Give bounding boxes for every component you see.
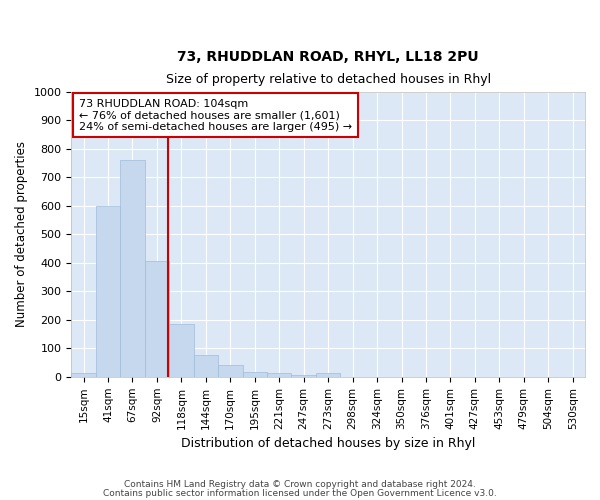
Bar (120, 160, 145, 377)
Bar (267, 373, 292, 377)
Bar (96, 206, 120, 377)
Title: 73, RHUDDLAN ROAD, RHYL, LL18 2PU: 73, RHUDDLAN ROAD, RHYL, LL18 2PU (178, 50, 479, 64)
Text: 73 RHUDDLAN ROAD: 104sqm
← 76% of detached houses are smaller (1,601)
24% of sem: 73 RHUDDLAN ROAD: 104sqm ← 76% of detach… (79, 98, 352, 132)
Text: Contains HM Land Registry data © Crown copyright and database right 2024.: Contains HM Land Registry data © Crown c… (124, 480, 476, 489)
Bar (71, 373, 96, 377)
X-axis label: Distribution of detached houses by size in Rhyl: Distribution of detached houses by size … (181, 437, 475, 450)
Y-axis label: Number of detached properties: Number of detached properties (15, 141, 28, 327)
Text: Contains public sector information licensed under the Open Government Licence v3: Contains public sector information licen… (103, 490, 497, 498)
Bar (194, 356, 218, 377)
Bar (242, 372, 267, 377)
Bar (145, 262, 169, 377)
Bar (218, 366, 242, 377)
Text: Size of property relative to detached houses in Rhyl: Size of property relative to detached ho… (166, 73, 491, 86)
Bar (292, 376, 316, 377)
Bar (169, 324, 194, 377)
Bar (316, 373, 340, 377)
